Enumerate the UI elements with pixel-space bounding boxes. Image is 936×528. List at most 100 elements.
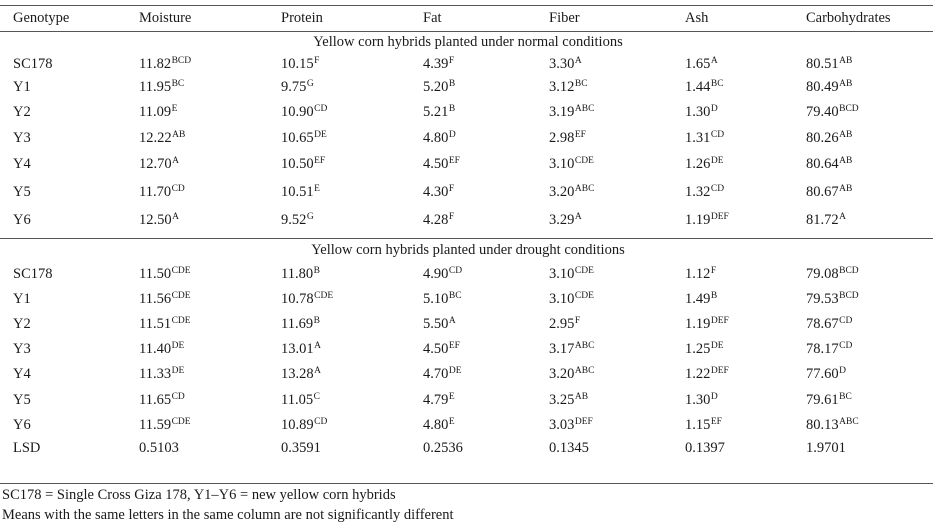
table-cell: 3.10CDE <box>549 263 594 287</box>
significance-letters: AB <box>839 156 853 166</box>
table-row: Y4 11.33DE 13.28A 4.70DE 3.20ABC 1.22DEF 77.60… <box>0 363 936 385</box>
table-cell: 10.15F <box>281 53 319 77</box>
cell-value: 3.25 <box>549 392 575 408</box>
significance-letters: AB <box>839 56 853 66</box>
cell-value: Y6 <box>13 417 31 433</box>
significance-letters: DEF <box>710 366 729 376</box>
table-cell: 0.3591 <box>281 437 321 459</box>
cell-value: 77.60 <box>806 366 839 382</box>
cell-value: 3.10 <box>549 156 575 172</box>
significance-letters: E <box>448 417 455 427</box>
cell-value: 80.67 <box>806 184 839 200</box>
cell-value: 3.10 <box>549 266 575 282</box>
cell-value: 10.90 <box>281 104 314 120</box>
significance-letters: CD <box>710 184 725 194</box>
significance-letters: BCD <box>839 104 859 114</box>
table-cell: 13.01A <box>281 338 321 362</box>
cell-value: 1.65 <box>685 56 711 72</box>
table-cell: 3.20ABC <box>549 363 594 387</box>
significance-letters: AB <box>172 130 186 140</box>
table-cell: 3.12BC <box>549 76 588 100</box>
cell-value: 0.2536 <box>423 440 463 456</box>
cell-value: 1.44 <box>685 79 711 95</box>
significance-letters: DE <box>448 366 462 376</box>
table-cell: 78.67CD <box>806 313 852 337</box>
table-cell: 79.53BCD <box>806 288 859 312</box>
row-label: Y5 <box>13 181 31 203</box>
significance-letters: E <box>314 184 320 194</box>
table-row: Y4 12.70A 10.50EF 4.50EF 3.10CDE 1.26DE 80.64A… <box>0 153 936 175</box>
significance-letters: ABC <box>839 417 859 427</box>
significance-letters: BCD <box>839 291 859 301</box>
header-genotype: Genotype <box>13 10 70 26</box>
table-cell: 11.59CDE <box>139 414 191 438</box>
significance-letters: B <box>448 104 456 114</box>
significance-letters: CDE <box>314 291 334 301</box>
footnote-abbrev: SC178 = Single Cross Giza 178, Y1–Y6 = n… <box>2 487 396 503</box>
table-cell: 11.51CDE <box>139 313 191 337</box>
cell-value: 3.17 <box>549 341 575 357</box>
section-rule <box>0 238 933 239</box>
table-cell: 5.20B <box>423 76 455 100</box>
header-carbohydrates: Carbohydrates <box>806 10 891 26</box>
significance-letters: CDE <box>574 291 594 301</box>
cell-value: 11.05 <box>281 392 314 408</box>
significance-letters: CDE <box>171 417 191 427</box>
cell-value: 2.98 <box>549 130 575 146</box>
table-cell: 1.26DE <box>685 153 724 177</box>
header-fiber: Fiber <box>549 10 580 26</box>
cell-value: 1.15 <box>685 417 711 433</box>
significance-letters: ABC <box>574 184 595 194</box>
significance-letters: A <box>172 156 179 166</box>
cell-value: 1.49 <box>685 291 711 307</box>
significance-letters: EF <box>448 341 460 351</box>
cell-value: Y2 <box>13 316 31 332</box>
table-row: SC178 11.50CDE 11.80B 4.90CD 3.10CDE 1.12F 79.… <box>0 263 936 285</box>
table-cell: 12.22AB <box>139 127 185 151</box>
significance-letters: AB <box>574 392 589 402</box>
cell-value: 11.70 <box>139 184 172 200</box>
significance-letters: CDE <box>171 316 191 326</box>
table-cell: 1.19DEF <box>685 209 729 233</box>
table-cell: 11.80B <box>281 263 320 287</box>
cell-value: SC178 <box>13 266 53 282</box>
significance-letters: DE <box>171 366 185 376</box>
cell-value: 2.95 <box>549 316 575 332</box>
row-label: Y6 <box>13 209 31 231</box>
significance-letters: DEF <box>710 316 729 326</box>
table-cell: 11.09E <box>139 101 177 125</box>
cell-value: 4.80 <box>423 130 449 146</box>
table-cell: 4.80E <box>423 414 455 438</box>
cell-value: 12.70 <box>139 156 172 172</box>
cell-value: 4.79 <box>423 392 449 408</box>
cell-value: 11.09 <box>139 104 172 120</box>
cell-value: 80.64 <box>806 156 839 172</box>
cell-value: LSD <box>13 440 41 456</box>
cell-value: Y1 <box>13 79 31 95</box>
top-rule <box>0 5 933 6</box>
cell-value: 81.72 <box>806 212 839 228</box>
table-cell: 4.30F <box>423 181 454 205</box>
cell-value: 4.50 <box>423 341 449 357</box>
significance-letters: A <box>172 212 179 222</box>
table-cell: 5.21B <box>423 101 455 125</box>
cell-value: 11.51 <box>139 316 172 332</box>
significance-letters: DEF <box>574 417 593 427</box>
row-label: Y1 <box>13 288 31 310</box>
table-cell: 2.98EF <box>549 127 586 151</box>
cell-value: 10.51 <box>281 184 314 200</box>
table-row: Y1 11.95BC 9.75G 5.20B 3.12BC 1.44BC 80.49AB <box>0 76 936 98</box>
row-label: Y3 <box>13 127 31 149</box>
cell-value: 11.59 <box>139 417 172 433</box>
cell-value: 4.30 <box>423 184 449 200</box>
table-cell: 11.33DE <box>139 363 184 387</box>
table-cell: 3.10CDE <box>549 288 594 312</box>
cell-value: 11.95 <box>139 79 172 95</box>
cell-value: 13.01 <box>281 341 314 357</box>
cell-value: 3.29 <box>549 212 575 228</box>
table-row: SC178 11.82BCD 10.15F 4.39F 3.30A 1.65A 80.51A… <box>0 53 936 75</box>
table-row: Y2 11.51CDE 11.69B 5.50A 2.95F 1.19DEF 78.67CD <box>0 313 936 335</box>
table-cell: 1.15EF <box>685 414 722 438</box>
significance-letters: CDE <box>171 291 191 301</box>
cell-value: 0.1397 <box>685 440 725 456</box>
